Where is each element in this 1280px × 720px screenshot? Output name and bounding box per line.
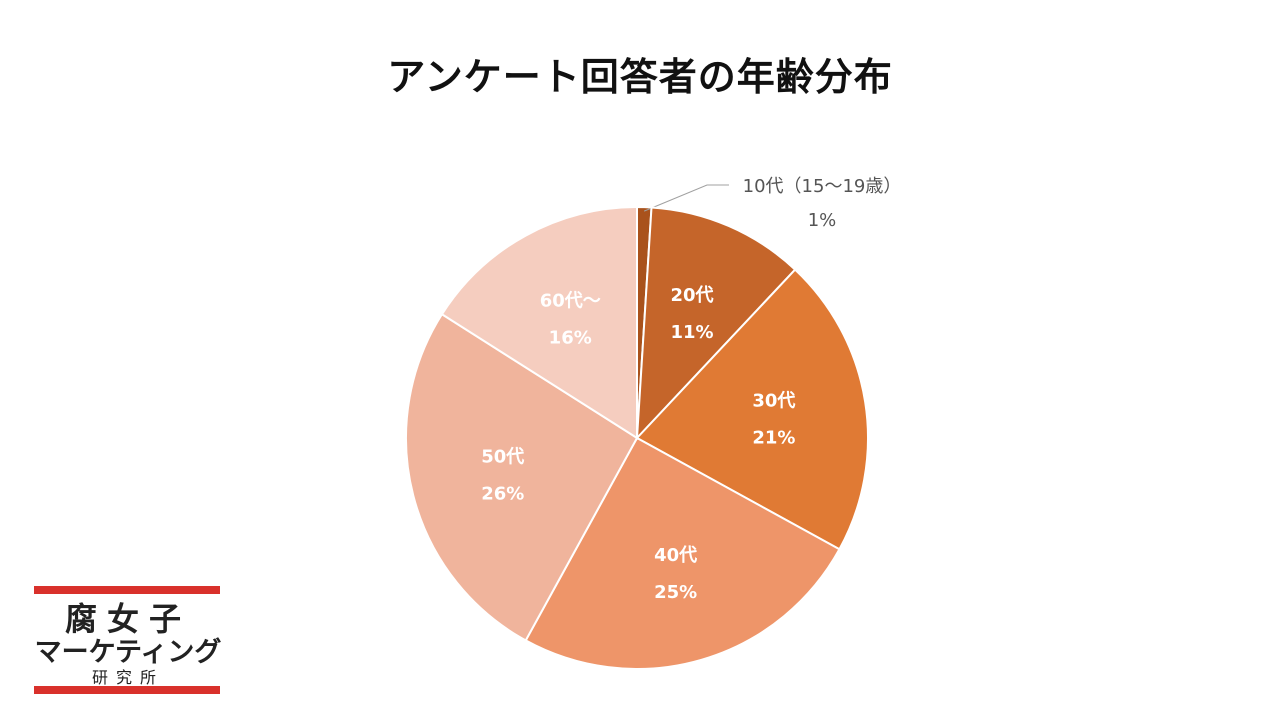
slice-label: 20代 xyxy=(671,285,714,306)
chart-title: アンケート回答者の年齢分布 xyxy=(387,55,893,99)
pie-slice-40 xyxy=(524,436,841,670)
slice-label: 10代（15～19歳） xyxy=(743,176,902,197)
pie-slice-20 xyxy=(635,206,797,441)
slice-value-label: 21% xyxy=(752,427,795,448)
pie-slice-60 xyxy=(440,205,638,440)
slice-label: 60代～ xyxy=(540,291,601,312)
slice-value-label: 1% xyxy=(808,210,837,231)
pie-slice-30 xyxy=(635,268,869,551)
logo-line1: 腐女子 xyxy=(64,600,191,638)
logo-line2: マーケティング xyxy=(34,637,222,668)
pie-slice-50 xyxy=(405,312,639,642)
slice-value-label: 11% xyxy=(670,322,713,343)
slice-value-label: 25% xyxy=(654,582,697,603)
logo-top-bar xyxy=(34,586,220,594)
logo: 腐女子 マーケティング 研究所 xyxy=(28,580,228,695)
logo-bottom-bar xyxy=(34,686,220,694)
slice-label: 50代 xyxy=(481,446,524,467)
slice-value-label: 26% xyxy=(481,483,524,504)
logo-line3: 研究所 xyxy=(91,668,164,687)
slice-label: 40代 xyxy=(654,545,697,566)
slice-value-label: 16% xyxy=(549,328,592,349)
slice-label: 30代 xyxy=(752,390,795,411)
leader-line xyxy=(643,184,729,212)
